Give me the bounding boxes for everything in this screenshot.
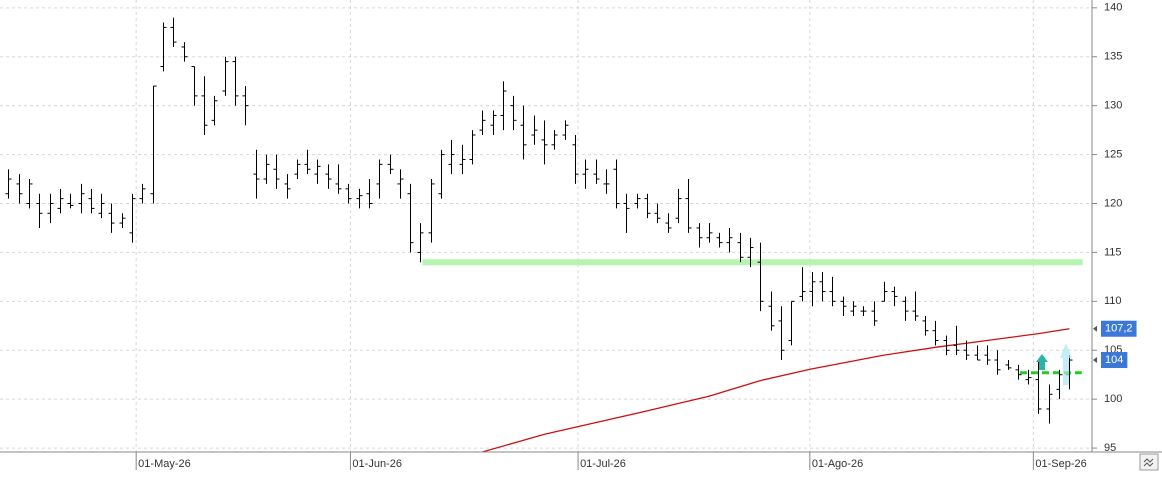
- y-tick-label: 115: [1104, 246, 1122, 258]
- price-marker: [1093, 357, 1097, 364]
- x-tick-label: 01-Sep-26: [1035, 458, 1086, 470]
- moving-average: [482, 328, 1070, 452]
- scroll-icon: [1143, 458, 1154, 467]
- grid: [0, 0, 1090, 452]
- price-label: 107,2: [1105, 323, 1133, 335]
- price-label-box: [1101, 352, 1128, 369]
- scroll-button[interactable]: [1139, 453, 1159, 471]
- signal-arrow: [1036, 354, 1048, 370]
- y-tick-label: 100: [1104, 393, 1122, 405]
- plot-area: [5, 17, 1083, 452]
- y-tick-label: 135: [1104, 51, 1122, 63]
- price-label-box: [1101, 320, 1137, 337]
- signal-arrow: [1060, 343, 1072, 385]
- y-tick-label: 110: [1104, 295, 1122, 307]
- price-label: 104: [1105, 354, 1123, 366]
- price-marker: [1093, 325, 1097, 332]
- y-tick-label: 140: [1104, 2, 1122, 14]
- y-tick-label: 125: [1104, 148, 1122, 160]
- y-tick-label: 120: [1104, 197, 1122, 209]
- x-tick-label: 01-Ago-26: [812, 458, 863, 470]
- x-tick-label: 01-Jun-26: [352, 458, 402, 470]
- x-tick-label: 01-May-26: [138, 458, 191, 470]
- y-tick-label: 130: [1104, 100, 1122, 112]
- x-tick-label: 01-Jul-26: [580, 458, 626, 470]
- y-tick-label: 95: [1104, 442, 1116, 454]
